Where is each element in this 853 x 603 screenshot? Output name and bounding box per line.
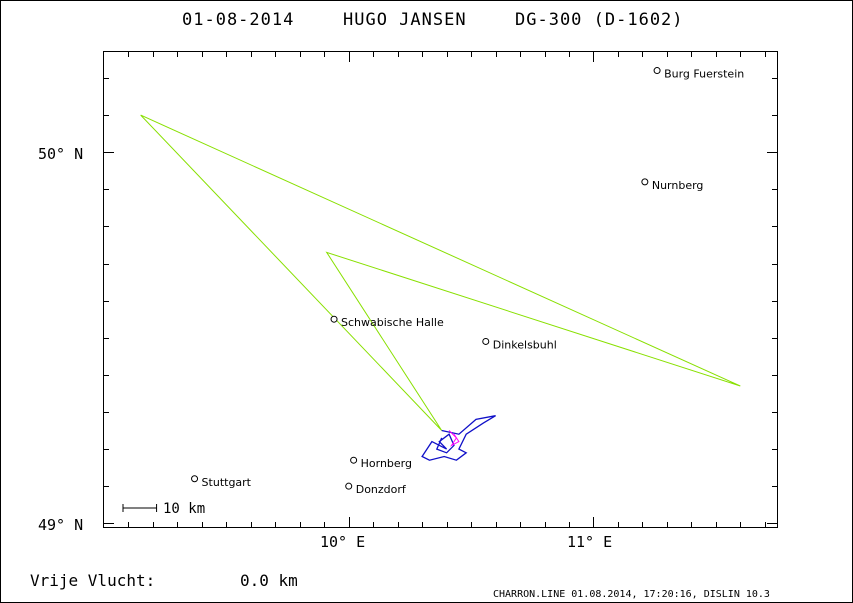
town-label-schwabische-halle: Schwabische Halle [341,316,444,329]
flight-track [421,415,496,461]
lon-label-11: 11° E [567,533,612,551]
town-label-dinkelsbuhl: Dinkelsbuhl [493,338,557,351]
town-marker-burg-fuerstein [653,67,661,75]
task-route-line [140,114,741,431]
town-label-stuttgart: Stuttgart [202,476,252,489]
title-pilot: HUGO JANSEN [343,10,467,30]
town-marker-donzdorf [345,482,353,490]
scale-bar-label: 10 km [163,501,205,517]
plot-frame [103,51,778,528]
lat-label-49: 49° N [38,516,83,534]
town-marker-dinkelsbuhl [482,337,490,345]
distance-value: 0.0 km [240,571,298,590]
town-label-donzdorf: Donzdorf [356,483,407,496]
lat-label-50: 50° N [38,145,83,163]
title-date: 01-08-2014 [182,10,294,30]
town-label-nurnberg: Nurnberg [652,179,704,192]
town-label-hornberg: Hornberg [361,457,412,470]
title-glider: DG-300 (D-1602) [515,10,684,30]
town-markers: Burg Fuerstein Nurnberg Schwabische Halle D… [191,67,744,496]
lon-label-10: 10° E [320,533,365,551]
scale-bar: 10 km [122,501,205,517]
town-marker-nurnberg [641,178,649,186]
footer-credit: CHARRON.LINE 01.08.2014, 17:20:16, DISLI… [493,589,770,600]
axis-ticks [104,52,777,527]
town-marker-stuttgart [191,475,199,483]
distance-label: Vrije Vlucht: [30,571,155,590]
flight-track-secondary [448,430,460,447]
town-marker-hornberg [350,456,358,464]
town-label-burg-fuerstein: Burg Fuerstein [664,68,744,81]
town-marker-schwabische-halle [330,315,338,323]
